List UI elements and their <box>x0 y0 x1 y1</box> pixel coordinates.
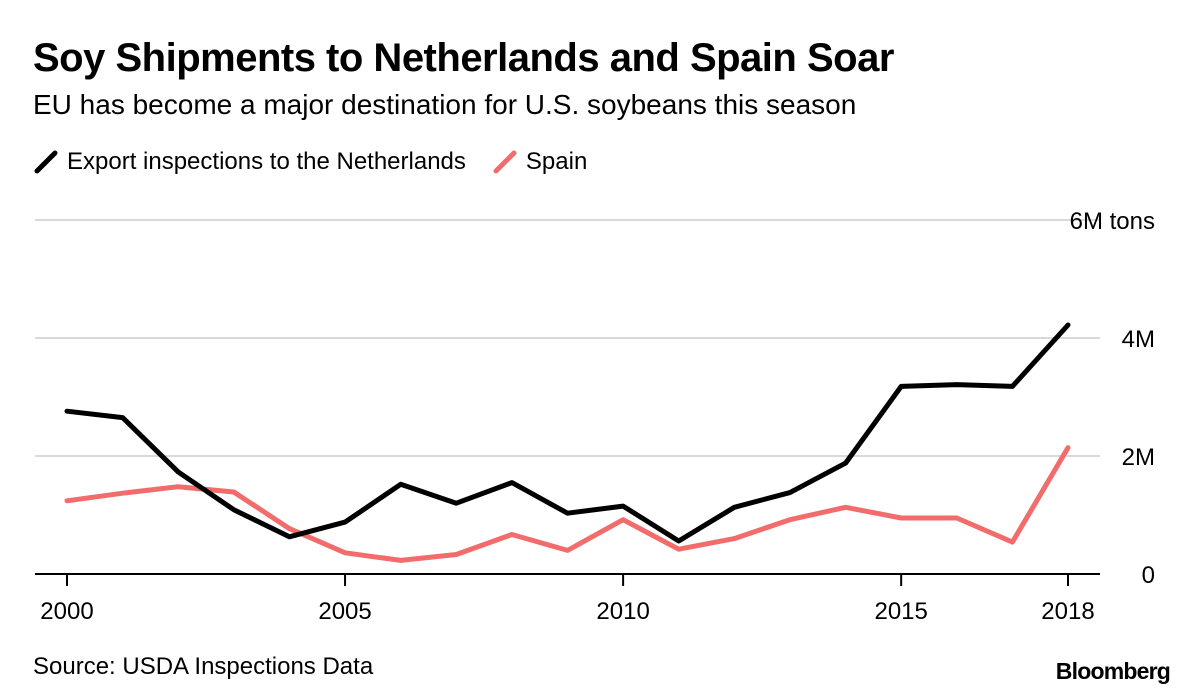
tick-labels: 0 2M 4M 6M tons 2000 2005 2010 2015 2018 <box>40 208 1155 625</box>
legend-label-spain: Spain <box>525 148 588 175</box>
chart-title: Soy Shipments to Netherlands and Spain S… <box>33 36 894 80</box>
legend-label-netherlands: Export inspections to the Netherlands <box>67 148 466 175</box>
brand-logo: Bloomberg <box>1055 658 1171 684</box>
x-tick-label: 2005 <box>318 598 371 625</box>
source-note: Source: USDA Inspections Data <box>33 653 374 680</box>
legend-swatch-netherlands <box>34 150 58 174</box>
grid-lines <box>35 219 1100 457</box>
y-tick-label: 4M <box>1122 326 1155 353</box>
legend-item-spain: Spain <box>492 148 587 176</box>
y-tick-label: 6M tons <box>1070 208 1155 235</box>
legend-item-netherlands: Export inspections to the Netherlands <box>33 148 466 176</box>
series-line-spain <box>64 445 1071 563</box>
legend-swatch-spain <box>493 150 517 174</box>
axes <box>35 573 1100 586</box>
series-line-netherlands <box>64 322 1071 544</box>
x-tick-label: 2018 <box>1041 598 1094 625</box>
y-tick-label: 0 <box>1142 562 1155 589</box>
y-tick-label: 2M <box>1122 444 1155 471</box>
x-tick-label: 2000 <box>40 598 93 625</box>
series-lines <box>64 322 1071 563</box>
x-tick-label: 2015 <box>874 598 927 625</box>
chart-legend: Export inspections to the Netherlands Sp… <box>33 145 613 179</box>
x-tick-label: 2010 <box>596 598 649 625</box>
chart-subtitle: EU has become a major destination for U.… <box>33 89 857 120</box>
